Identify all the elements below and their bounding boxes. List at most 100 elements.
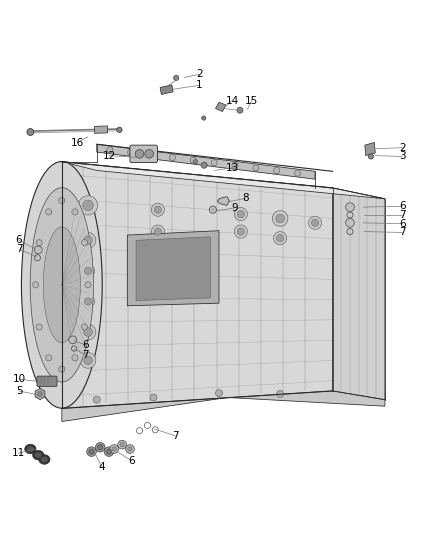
Text: 15: 15 (245, 95, 258, 106)
Circle shape (72, 209, 78, 215)
Text: 7: 7 (399, 210, 406, 220)
Circle shape (151, 225, 164, 238)
Circle shape (237, 228, 244, 235)
Polygon shape (332, 188, 385, 400)
Text: 10: 10 (12, 374, 25, 384)
Circle shape (211, 160, 217, 166)
Circle shape (232, 162, 238, 168)
Circle shape (81, 324, 88, 330)
Circle shape (237, 107, 243, 113)
Circle shape (148, 152, 155, 158)
Ellipse shape (27, 446, 34, 452)
Circle shape (193, 159, 198, 164)
Circle shape (272, 211, 288, 227)
Circle shape (346, 219, 354, 227)
Ellipse shape (21, 161, 102, 408)
Circle shape (81, 295, 95, 308)
Circle shape (32, 282, 39, 288)
Ellipse shape (32, 450, 44, 460)
Circle shape (277, 391, 284, 398)
Circle shape (107, 147, 113, 153)
Circle shape (311, 219, 319, 227)
Circle shape (190, 157, 196, 163)
Circle shape (215, 390, 223, 397)
Polygon shape (215, 102, 226, 111)
Text: 16: 16 (71, 138, 84, 148)
Text: 1: 1 (196, 80, 203, 90)
Polygon shape (365, 142, 375, 156)
Circle shape (154, 206, 162, 213)
Text: 5: 5 (16, 386, 22, 396)
Circle shape (83, 200, 93, 211)
FancyBboxPatch shape (37, 376, 57, 386)
Circle shape (80, 324, 96, 340)
Circle shape (84, 236, 92, 245)
Text: 2: 2 (399, 143, 406, 153)
Circle shape (154, 228, 162, 235)
Circle shape (84, 328, 92, 336)
Circle shape (118, 440, 127, 449)
Circle shape (237, 211, 244, 217)
Polygon shape (127, 231, 219, 306)
Text: 7: 7 (172, 431, 179, 441)
Circle shape (234, 225, 247, 238)
Ellipse shape (41, 457, 48, 462)
Circle shape (145, 149, 153, 158)
Text: 2: 2 (196, 69, 203, 79)
Text: 6: 6 (82, 340, 89, 350)
Circle shape (37, 391, 42, 397)
Circle shape (294, 170, 300, 176)
Circle shape (36, 324, 42, 330)
Circle shape (85, 267, 92, 274)
Polygon shape (136, 237, 210, 301)
Circle shape (95, 442, 105, 452)
Circle shape (106, 449, 112, 454)
Circle shape (46, 355, 52, 361)
Circle shape (59, 198, 65, 204)
Text: 6: 6 (399, 219, 406, 229)
Circle shape (46, 209, 52, 215)
Circle shape (274, 231, 287, 245)
Circle shape (85, 282, 91, 288)
Text: 9: 9 (231, 203, 237, 213)
Circle shape (234, 207, 247, 221)
Circle shape (135, 149, 144, 158)
Circle shape (27, 128, 34, 135)
Circle shape (308, 216, 321, 229)
Polygon shape (62, 161, 385, 199)
Circle shape (89, 449, 94, 454)
Circle shape (211, 208, 215, 212)
Ellipse shape (35, 453, 42, 458)
Circle shape (104, 447, 114, 456)
Text: 12: 12 (102, 151, 116, 160)
Circle shape (98, 445, 103, 450)
Text: 7: 7 (82, 350, 89, 360)
Circle shape (127, 149, 134, 156)
Circle shape (173, 75, 179, 80)
Polygon shape (160, 85, 173, 94)
Circle shape (151, 203, 164, 216)
Circle shape (87, 447, 96, 456)
Circle shape (81, 240, 88, 246)
Circle shape (80, 232, 96, 248)
Polygon shape (97, 144, 315, 179)
Ellipse shape (43, 227, 81, 343)
Circle shape (201, 162, 207, 168)
Polygon shape (95, 126, 108, 133)
Circle shape (276, 214, 284, 223)
Circle shape (36, 240, 42, 246)
Circle shape (110, 445, 119, 454)
Circle shape (274, 167, 280, 174)
Circle shape (112, 447, 117, 451)
Text: 7: 7 (16, 244, 22, 254)
Circle shape (59, 366, 65, 372)
Circle shape (128, 447, 132, 451)
Circle shape (201, 116, 206, 120)
Ellipse shape (39, 455, 50, 464)
Circle shape (78, 196, 98, 215)
Text: 11: 11 (11, 448, 25, 458)
Circle shape (120, 442, 124, 447)
Ellipse shape (30, 188, 93, 382)
Circle shape (150, 394, 157, 401)
Circle shape (346, 203, 354, 212)
